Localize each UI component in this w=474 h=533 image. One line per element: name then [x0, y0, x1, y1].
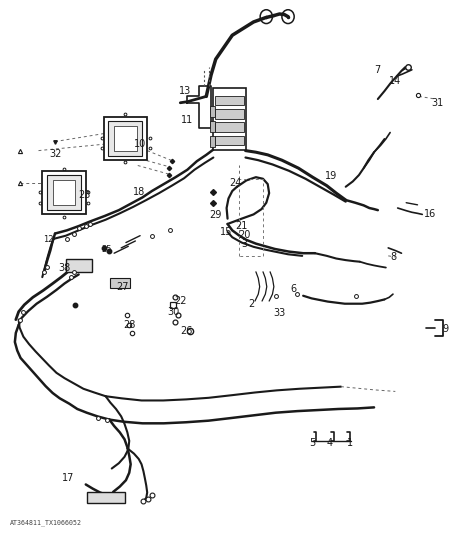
Bar	[210, 136, 215, 147]
Bar	[104, 117, 147, 160]
Text: 14: 14	[389, 77, 401, 86]
Text: 1: 1	[347, 438, 354, 448]
Bar	[47, 175, 81, 210]
Text: 24: 24	[229, 177, 242, 188]
Bar	[87, 492, 125, 503]
Text: 5: 5	[310, 438, 316, 448]
Text: 21: 21	[236, 221, 248, 231]
Bar	[109, 121, 143, 156]
Bar	[210, 122, 215, 132]
Text: 12: 12	[43, 236, 53, 245]
Bar	[110, 278, 130, 288]
Text: 26: 26	[180, 326, 192, 336]
Text: 31: 31	[432, 98, 444, 108]
Text: 18: 18	[133, 187, 145, 197]
Text: 7: 7	[374, 66, 380, 75]
Text: 19: 19	[325, 171, 337, 181]
Text: 16: 16	[424, 209, 436, 220]
Text: 15: 15	[220, 227, 233, 237]
Bar	[114, 126, 137, 151]
Text: 3: 3	[241, 239, 247, 249]
Bar	[213, 88, 246, 150]
Bar	[215, 136, 244, 146]
Text: 23: 23	[79, 190, 91, 200]
Bar	[66, 259, 92, 272]
Text: 2: 2	[248, 298, 255, 309]
Text: 25: 25	[102, 245, 112, 254]
Text: 38: 38	[58, 263, 71, 272]
Text: 27: 27	[116, 282, 128, 292]
Bar	[215, 123, 244, 132]
Bar	[210, 107, 215, 117]
Bar	[42, 171, 86, 214]
Text: 22: 22	[174, 296, 187, 306]
Text: 13: 13	[179, 86, 191, 96]
Text: 20: 20	[238, 230, 251, 240]
Bar	[215, 96, 244, 106]
Text: 30: 30	[167, 306, 179, 317]
Text: 9: 9	[442, 324, 448, 334]
Text: 11: 11	[181, 115, 193, 125]
Text: 4: 4	[326, 438, 332, 448]
Bar	[215, 109, 244, 119]
Text: 10: 10	[134, 139, 146, 149]
Text: AT364811_TX1066052: AT364811_TX1066052	[10, 519, 82, 526]
Text: 32: 32	[49, 149, 61, 159]
Bar	[53, 180, 75, 205]
Text: 17: 17	[62, 473, 74, 482]
Text: 6: 6	[291, 284, 297, 294]
Text: 33: 33	[273, 308, 286, 318]
Text: 28: 28	[123, 320, 136, 330]
Text: 8: 8	[390, 252, 396, 262]
Text: 29: 29	[209, 210, 221, 220]
